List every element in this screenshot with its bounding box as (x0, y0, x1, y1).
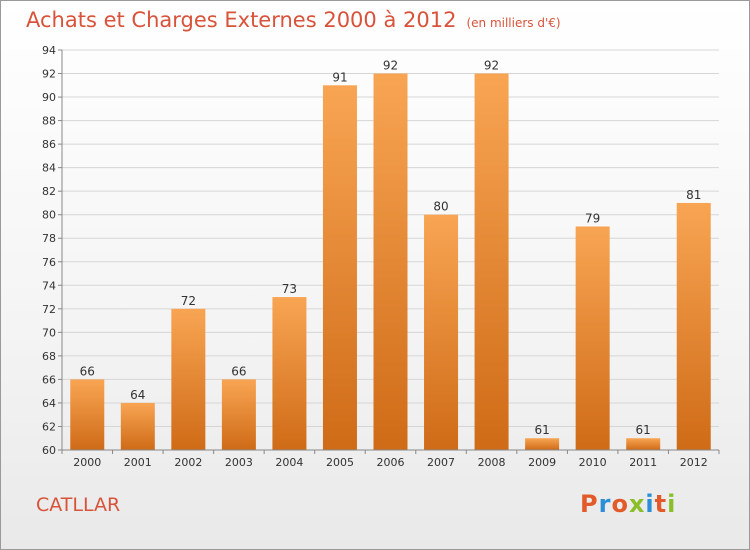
y-tick-label: 72 (42, 303, 56, 316)
y-tick-label: 64 (42, 397, 56, 410)
bar-2000 (70, 379, 105, 450)
data-label: 72 (181, 294, 196, 308)
y-axis: 60 62 64 66 68 70 72 74 76 78 80 82 84 86 88 90 92 94 (42, 44, 63, 457)
bar-2011 (626, 438, 661, 450)
logo-letter: t (654, 490, 668, 518)
data-label: 66 (80, 364, 95, 378)
logo-letter: r (598, 490, 612, 518)
y-tick-label: 70 (42, 326, 56, 339)
y-tick-label: 86 (42, 138, 56, 151)
y-tick-label: 68 (42, 350, 56, 363)
logo-letter: o (611, 490, 629, 518)
x-tick-label: 2007 (427, 456, 455, 469)
x-tick-label: 2004 (275, 456, 303, 469)
x-tick-label: 2001 (124, 456, 152, 469)
x-tick-label: 2006 (377, 456, 405, 469)
x-axis: 2000 2001 2002 2003 2004 2005 2006 2007 2008 2009… (61, 449, 720, 469)
chart-subtitle: (en milliers d'€) (466, 16, 561, 30)
data-label: 61 (534, 423, 549, 437)
y-tick-label: 84 (42, 162, 56, 175)
bar-2007 (424, 214, 459, 450)
data-label: 64 (130, 388, 145, 402)
x-tick-label: 2000 (73, 456, 101, 469)
data-label: 80 (433, 200, 448, 214)
x-tick-label: 2008 (478, 456, 506, 469)
chart-title: Achats et Charges Externes 2000 à 2012 (e… (26, 8, 561, 32)
x-tick-label: 2005 (326, 456, 354, 469)
data-label: 66 (231, 364, 246, 378)
bar-2008 (474, 73, 509, 450)
data-label: 81 (686, 188, 701, 202)
data-label: 61 (636, 423, 651, 437)
data-label: 73 (282, 282, 297, 296)
logo-letter: i (645, 490, 655, 518)
bar-2003 (221, 379, 256, 450)
bar-2006 (373, 73, 408, 450)
y-tick-label: 74 (42, 279, 56, 292)
bar-2009 (525, 438, 560, 450)
y-tick-label: 92 (42, 68, 56, 81)
y-tick-label: 62 (42, 420, 56, 433)
x-tick-label: 2003 (225, 456, 253, 469)
y-tick-label: 80 (42, 209, 56, 222)
bars: 66 64 72 66 73 91 92 80 92 61 79 61 81 (70, 59, 711, 450)
y-tick-label: 82 (42, 185, 56, 198)
bar-2002 (171, 308, 206, 450)
bar-2005 (322, 85, 357, 450)
bar-2004 (272, 297, 307, 450)
y-tick-label: 88 (42, 115, 56, 128)
y-tick-label: 60 (42, 444, 56, 457)
data-label: 91 (332, 70, 347, 84)
data-label: 92 (383, 59, 398, 73)
bar-2012 (676, 202, 711, 450)
commune-name: CATLLAR (36, 494, 121, 516)
y-tick-label: 90 (42, 91, 56, 104)
y-tick-label: 78 (42, 232, 56, 245)
x-tick-label: 2009 (528, 456, 556, 469)
y-tick-label: 94 (42, 44, 56, 57)
x-tick-label: 2002 (174, 456, 202, 469)
logo-letter: x (628, 490, 646, 518)
data-label: 92 (484, 59, 499, 73)
proxiti-logo[interactable]: Proxiti (580, 490, 676, 518)
x-tick-label: 2011 (629, 456, 657, 469)
logo-letter: i (667, 490, 677, 518)
title-text: Achats et Charges Externes 2000 à 2012 (26, 8, 457, 32)
data-label: 79 (585, 211, 600, 225)
logo-letter: P (580, 490, 599, 518)
bar-2001 (120, 402, 155, 450)
x-tick-label: 2012 (680, 456, 708, 469)
x-tick-label: 2010 (579, 456, 607, 469)
y-tick-label: 66 (42, 373, 56, 386)
y-tick-label: 76 (42, 256, 56, 269)
bar-2010 (575, 226, 610, 450)
